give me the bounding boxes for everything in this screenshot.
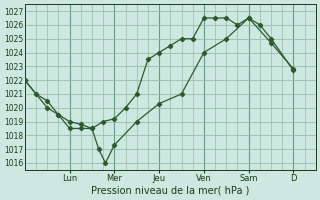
X-axis label: Pression niveau de la mer( hPa ): Pression niveau de la mer( hPa ) [91,186,250,196]
